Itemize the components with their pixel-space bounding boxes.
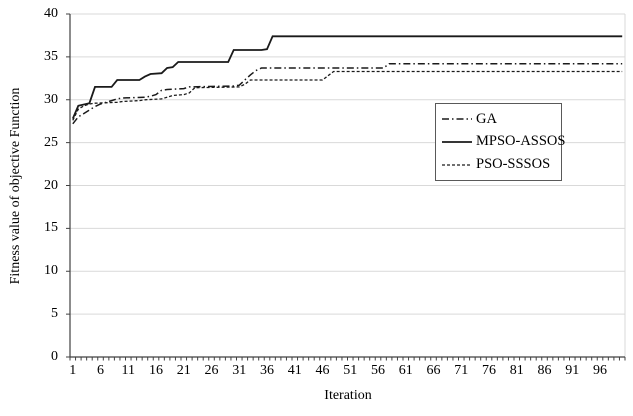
- x-tick-label-6: 6: [97, 363, 105, 378]
- y-tick-label-5: 5: [51, 306, 58, 322]
- pso-sssos-dashed-line-sample: [442, 163, 472, 166]
- x-tick-label-96: 96: [593, 363, 608, 378]
- y-tick-label-0: 0: [51, 349, 58, 364]
- x-tick-label-16: 16: [149, 363, 164, 378]
- legend-label-mpso-assos: MPSO-ASSOS: [476, 133, 566, 150]
- x-tick-label-41: 41: [287, 363, 302, 378]
- x-tick-label-36: 36: [260, 363, 275, 378]
- x-tick-label-26: 26: [204, 363, 219, 378]
- x-tick-label-1: 1: [69, 363, 77, 378]
- x-tick-label-81: 81: [509, 363, 524, 378]
- x-tick-label-56: 56: [371, 363, 386, 378]
- x-tick-label-66: 66: [426, 363, 441, 378]
- x-tick-label-91: 91: [565, 363, 580, 378]
- y-tick-label-35: 35: [44, 48, 58, 64]
- x-tick-label-46: 46: [315, 363, 330, 378]
- series-line-mpso-assos: [71, 35, 623, 119]
- legend-item-mpso-assos: MPSO-ASSOS: [441, 131, 565, 153]
- legend-box: GA MPSO-ASSOS PSO-SSSOS: [435, 103, 565, 181]
- x-tick-label-86: 86: [537, 363, 552, 378]
- y-tick-label-30: 30: [44, 91, 58, 107]
- x-tick-label-31: 31: [232, 363, 247, 378]
- legend-item-ga: GA: [441, 108, 556, 130]
- y-tick-label-20: 20: [44, 177, 58, 193]
- y-tick-label-10: 10: [44, 263, 58, 279]
- ga-dashdot-line-sample: [442, 118, 472, 121]
- series-line-ga: [72, 62, 623, 125]
- x-tick-label-61: 61: [398, 363, 413, 378]
- x-tick-label-71: 71: [454, 363, 469, 378]
- x-tick-label-76: 76: [482, 363, 497, 378]
- x-tick-label-11: 11: [121, 363, 136, 378]
- y-tick-label-40: 40: [44, 6, 58, 21]
- series-line-pso-sssos: [72, 70, 623, 121]
- legend-label-ga: GA: [476, 110, 497, 127]
- y-tick-label-15: 15: [44, 220, 58, 236]
- mpso-assos-solid-line-sample: [442, 141, 472, 143]
- y-tick-label-25: 25: [44, 134, 58, 150]
- legend-label-pso-sssos: PSO-SSSOS: [476, 156, 551, 173]
- x-axis-title: Iteration: [324, 388, 372, 403]
- legend-item-pso-sssos: PSO-SSSOS: [441, 154, 556, 176]
- x-tick-label-21: 21: [176, 363, 191, 378]
- x-tick-label-51: 51: [343, 363, 358, 378]
